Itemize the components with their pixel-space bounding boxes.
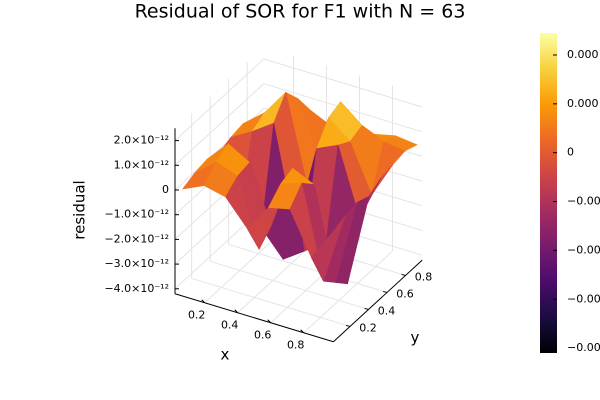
grid-line [174, 83, 265, 166]
grid-line [191, 277, 351, 327]
x-tick-label: 0.4 [221, 319, 239, 332]
axis-line [333, 259, 423, 343]
tick-mark [401, 273, 406, 276]
colorbar-tick-label: −0.00 [567, 341, 600, 354]
x-tick-label: 0.2 [188, 309, 206, 322]
grid-line [228, 243, 388, 293]
tick-mark [345, 324, 351, 327]
z-tick-label: −1.0×10⁻¹² [104, 208, 169, 221]
colorbar-tick-label: −0.00 [567, 243, 600, 256]
tick-mark [234, 309, 239, 314]
x-tick-label: 0.6 [254, 329, 272, 342]
z-axis-label: residual [71, 180, 89, 239]
chart-title: Residual of SOR for F1 with N = 63 [135, 1, 466, 23]
colorbar-tick-label: −0.00 [567, 292, 600, 305]
grid-line [210, 260, 369, 310]
tick-mark [382, 290, 388, 293]
tick-mark [201, 299, 206, 304]
y-tick-label: 0.4 [378, 304, 396, 317]
tick-mark [300, 329, 305, 334]
y-tick-label: 0.8 [415, 270, 433, 283]
colorbar-tick-label: 0.000 [567, 97, 599, 110]
z-tick-label: −3.0×10⁻¹² [104, 257, 169, 270]
x-tick-label: 0.8 [287, 339, 305, 352]
tick-mark [364, 307, 369, 310]
z-tick-label: −2.0×10⁻¹² [104, 232, 169, 245]
z-tick-label: −4.0×10⁻¹² [104, 282, 169, 295]
grid-line [303, 250, 393, 334]
colorbar [540, 33, 557, 353]
grid-line [174, 58, 265, 141]
colorbar-tick-label: 0.000 [567, 48, 599, 61]
surface-patch [311, 215, 346, 282]
z-tick-label: 2.0×10⁻¹² [114, 134, 169, 147]
z-tick-label: 1.0×10⁻¹² [114, 158, 169, 171]
y-tick-label: 0.6 [396, 287, 414, 300]
colorbar-tick-label: 0 [567, 146, 574, 159]
axis-line [174, 293, 334, 343]
tick-mark [267, 319, 272, 324]
z-tick-label: 0 [162, 183, 169, 196]
colorbar-tick-label: −0.00 [567, 195, 600, 208]
y-axis-label: y [411, 329, 420, 347]
y-tick-label: 0.2 [359, 321, 377, 334]
grid-line [263, 58, 423, 108]
x-axis-label: x [221, 346, 230, 364]
